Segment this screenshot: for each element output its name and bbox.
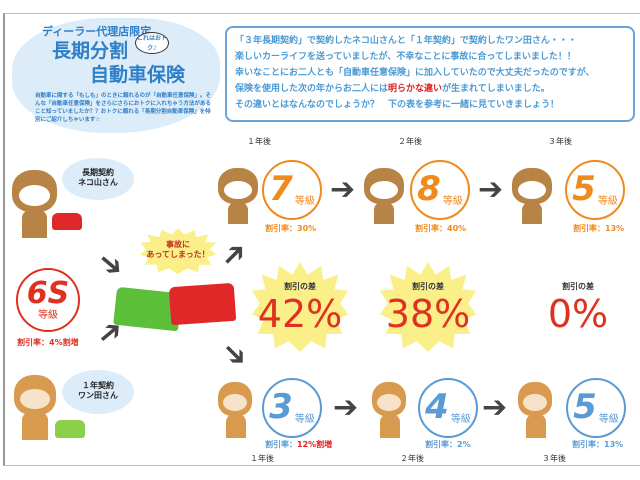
- diff-label: 割引の差: [284, 282, 316, 291]
- year-label: ２年後: [400, 454, 424, 463]
- dog-rate: 割引率：13%: [572, 439, 623, 450]
- cat-grade-circle: 8 等級: [410, 160, 470, 220]
- diff-label: 割引の差: [412, 282, 444, 291]
- dog-illustration: [14, 375, 56, 415]
- diff-value: 38%: [385, 292, 471, 336]
- rate-value: 2%: [457, 440, 471, 449]
- grade-unit: 等級: [450, 414, 471, 425]
- year-label: １年後: [247, 137, 271, 146]
- grade-number: 8: [417, 169, 441, 209]
- intro-line: 保険を使用した次の年からお二人には明らかな違いが生まれてしまいました。: [235, 81, 625, 97]
- diff-value: 0%: [547, 292, 609, 336]
- cat-grade-circle: 5 等級: [565, 160, 625, 220]
- rate-value: 12%割増: [297, 440, 333, 449]
- dog-illustration: [218, 382, 252, 416]
- cat-rate: 割引率：30%: [265, 224, 317, 233]
- title-subtitle: ディーラー代理店限定: [42, 25, 152, 38]
- year-label: ３年後: [548, 137, 572, 146]
- dog-label-bubble: [62, 370, 134, 414]
- rate-prefix: 割引率：: [572, 440, 604, 449]
- arrow-right-icon: ➔: [333, 390, 359, 425]
- intro-line: 幸いなことにお二人とも「自動車任意保険」に加入していたので大丈夫だったのですが、: [235, 68, 595, 78]
- title-badge: これはおトク♪: [135, 32, 169, 54]
- intro-text: 保険を使用した次の年からお二人には: [235, 84, 389, 94]
- intro-box: 「３年長期契約」で契約したネコ山さんと「１年契約」で契約したワン田さん・・・ 楽…: [225, 26, 635, 122]
- dog-label: １年契約 ワン田さん: [62, 381, 134, 401]
- grade-number: 5: [573, 387, 597, 427]
- green-car-icon: [55, 420, 85, 438]
- difference-2: 割引の差 38%: [380, 282, 476, 336]
- start-grade-circle: 6S 等級: [16, 268, 80, 332]
- grade-unit: 等級: [38, 310, 58, 321]
- grade-unit: 等級: [294, 196, 315, 207]
- title-main-2: 自動車保険: [90, 64, 186, 86]
- title-main-1: 長期分割: [52, 40, 129, 62]
- grade-unit: 等級: [294, 414, 315, 425]
- diff-label: 割引の差: [562, 282, 594, 291]
- dog-illustration: [372, 382, 406, 416]
- cat-illustration: [512, 168, 552, 204]
- grade-number: 4: [425, 387, 449, 427]
- dog-grade-circle: 3 等級: [262, 378, 322, 438]
- cat-illustration: [12, 170, 57, 212]
- arrow-right-icon: ➔: [478, 172, 504, 207]
- intro-text: が生まれてしまいました。: [442, 84, 550, 94]
- dog-body: [526, 414, 546, 438]
- grade-number: 6S: [26, 276, 70, 311]
- cat-grade-circle: 7 等級: [262, 160, 322, 220]
- intro-emphasis: 明らかな違い: [388, 84, 443, 94]
- red-car-icon: [168, 282, 237, 326]
- cat-illustration: [218, 168, 258, 204]
- intro-line: 「３年長期契約」で契約したネコ山さんと「１年契約」で契約したワン田さん・・・: [235, 36, 577, 46]
- dog-illustration: [518, 382, 552, 416]
- frame: [3, 13, 640, 466]
- dog-rate: 割引率：12%割増: [265, 439, 332, 450]
- arrow-right-icon: ➔: [482, 390, 508, 425]
- rate-value: 13%: [604, 440, 624, 449]
- cat-label-line: 長期契約: [82, 168, 114, 177]
- cat-label-line: ネコ山さん: [78, 178, 118, 187]
- cat-rate: 割引率：13%: [573, 224, 625, 233]
- accident-line: あってしまった！: [146, 250, 210, 259]
- grade-unit: 等級: [598, 414, 619, 425]
- dog-body: [22, 412, 48, 440]
- title-cloud: [12, 18, 220, 133]
- arrow-right-icon: ➔: [330, 172, 356, 207]
- grade-number: 7: [269, 169, 293, 209]
- difference-1: 割引の差 42%: [252, 282, 348, 336]
- grade-number: 3: [269, 387, 293, 427]
- year-label: １年後: [250, 454, 274, 463]
- difference-3: 割引の差 0%: [530, 282, 626, 336]
- title-description: 自動車に関する「もしも」のときに頼れるのが「自動車任意保険」。そんな「自動車任意…: [35, 93, 212, 123]
- accident-label: 事故に あってしまった！: [140, 240, 216, 260]
- cat-label: 長期契約 ネコ山さん: [62, 168, 134, 188]
- red-car-icon: [52, 213, 82, 230]
- dog-body: [380, 414, 400, 438]
- grade-unit: 等級: [442, 196, 463, 207]
- intro-line: 楽しいカーライフを送っていましたが、不幸なことに事故に合ってしまいました！！: [235, 52, 576, 62]
- diff-value: 42%: [257, 292, 343, 336]
- grade-number: 5: [572, 169, 596, 209]
- cat-body: [374, 202, 394, 224]
- year-label: ２年後: [398, 137, 422, 146]
- year-label: ３年後: [542, 454, 566, 463]
- cat-body: [522, 202, 542, 224]
- grade-unit: 等級: [597, 196, 618, 207]
- dog-label-line: １年契約: [82, 381, 114, 390]
- dog-rate: 割引率：2%: [425, 439, 471, 450]
- cat-body: [22, 210, 47, 238]
- rate-prefix: 割引率：: [265, 440, 297, 449]
- intro-line: その違いとはなんなのでしょうか？ 下の表を参考に一緒に見ていきましょう！: [235, 100, 560, 110]
- rate-prefix: 割引率：: [425, 440, 457, 449]
- dog-label-line: ワン田さん: [78, 391, 118, 400]
- dog-body: [226, 414, 246, 438]
- start-rate: 割引率：4%割増: [17, 338, 79, 347]
- accident-line: 事故に: [166, 240, 190, 249]
- dog-grade-circle: 4 等級: [418, 378, 478, 438]
- cat-illustration: [364, 168, 404, 204]
- dog-grade-circle: 5 等級: [566, 378, 626, 438]
- cat-label-bubble: [62, 158, 134, 200]
- cat-body: [228, 202, 248, 224]
- cat-rate: 割引率：40%: [415, 224, 467, 233]
